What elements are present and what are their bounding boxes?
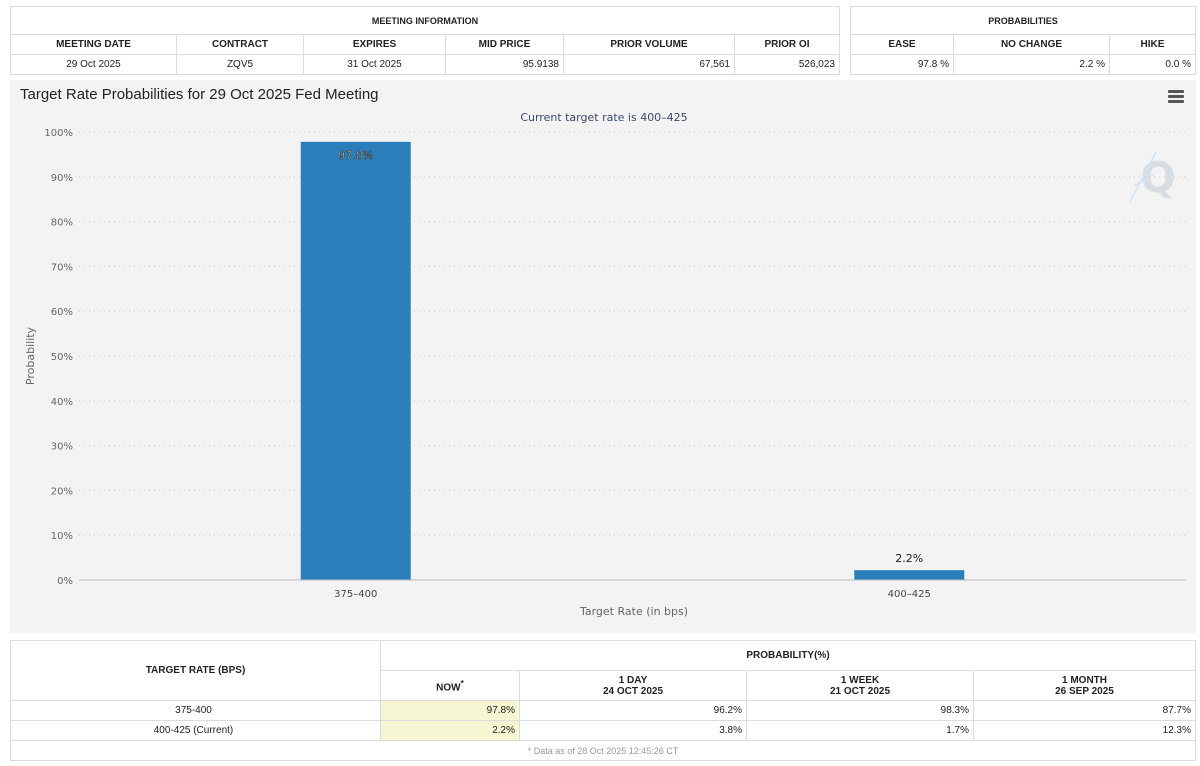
probabilities-title: PROBABILITIES — [850, 6, 1196, 35]
y-tick-label: 40% — [51, 397, 73, 408]
one-week-cell: 1.7% — [746, 720, 974, 741]
y-tick-label: 20% — [51, 486, 73, 497]
chart-panel: Target Rate Probabilities for 29 Oct 202… — [10, 80, 1196, 633]
col-ease: EASE — [850, 34, 954, 55]
expires-value: 31 Oct 2025 — [303, 54, 446, 75]
probabilities-panel: PROBABILITIES EASE NO CHANGE HIKE 97.8 %… — [850, 6, 1196, 75]
meeting-info-title: MEETING INFORMATION — [10, 6, 840, 35]
y-axis-label: Probability — [24, 326, 37, 385]
probability-table: TARGET RATE (BPS) PROBABILITY(%) NOW* 1 … — [10, 640, 1196, 741]
x-tick-label: 375–400 — [334, 589, 377, 600]
col-now-sup: * — [460, 677, 464, 688]
col-prior-volume: PRIOR VOLUME — [563, 34, 735, 55]
target-rate-header: TARGET RATE (BPS) — [10, 640, 381, 701]
meeting-info-panel: MEETING INFORMATION MEETING DATE CONTRAC… — [10, 6, 840, 75]
y-tick-label: 30% — [51, 442, 73, 453]
svg-text:Q: Q — [1140, 153, 1176, 202]
mid-price-value: 95.9138 — [445, 54, 564, 75]
col-now-label: NOW — [436, 682, 461, 694]
meeting-date-value: 29 Oct 2025 — [10, 54, 177, 75]
ease-value: 97.8 % — [850, 54, 954, 75]
bar[interactable] — [300, 141, 411, 580]
col-no-change: NO CHANGE — [953, 34, 1110, 55]
probability-group-header: PROBABILITY(%) — [380, 640, 1196, 671]
contract-value: ZQV5 — [176, 54, 304, 75]
data-timestamp-footnote: * Data as of 28 Oct 2025 12:45:26 CT — [10, 741, 1196, 761]
col-1-day-date: 24 OCT 2025 — [602, 685, 664, 697]
chart-title: Target Rate Probabilities for 29 Oct 202… — [20, 86, 379, 103]
prior-volume-value: 67,561 — [563, 54, 735, 75]
y-tick-label: 100% — [44, 128, 73, 139]
bar-data-label: 97.8% — [338, 149, 373, 162]
x-axis-label: Target Rate (in bps) — [579, 605, 688, 618]
y-tick-label: 90% — [51, 173, 73, 184]
col-1-day: 1 DAY 24 OCT 2025 — [519, 670, 747, 701]
chart-subtitle: Current target rate is 400–425 — [520, 111, 687, 124]
col-1-week: 1 WEEK 21 OCT 2025 — [746, 670, 974, 701]
y-tick-label: 80% — [51, 218, 73, 229]
col-1-month: 1 MONTH 26 SEP 2025 — [973, 670, 1196, 701]
now-cell: 97.8% — [380, 700, 520, 721]
x-tick-label: 400–425 — [888, 589, 931, 600]
col-expires: EXPIRES — [303, 34, 446, 55]
bar-chart: Current target rate is 400–425 Q 0% 10% 20… — [24, 111, 1186, 618]
col-mid-price: MID PRICE — [445, 34, 564, 55]
col-1-month-date: 26 SEP 2025 — [1055, 685, 1114, 697]
now-cell: 2.2% — [380, 720, 520, 741]
table-row: 400-425 (Current) 2.2% 3.8% 1.7% 12.3% — [10, 720, 1196, 741]
meeting-info-table: MEETING INFORMATION MEETING DATE CONTRAC… — [10, 6, 840, 75]
col-hike: HIKE — [1109, 34, 1196, 55]
table-row: 375-400 97.8% 96.2% 98.3% 87.7% — [10, 700, 1196, 721]
y-tick-label: 0% — [57, 576, 73, 587]
rate-cell: 400-425 (Current) — [10, 720, 381, 741]
one-month-cell: 12.3% — [973, 720, 1196, 741]
y-tick-label: 70% — [51, 262, 73, 273]
col-1-week-label: 1 WEEK — [840, 674, 880, 686]
watermark-logo: Q — [1129, 151, 1176, 203]
col-1-day-label: 1 DAY — [618, 674, 648, 686]
prior-oi-value: 526,023 — [734, 54, 840, 75]
probability-table-panel: TARGET RATE (BPS) PROBABILITY(%) NOW* 1 … — [10, 640, 1196, 761]
y-tick-label: 60% — [51, 307, 73, 318]
one-month-cell: 87.7% — [973, 700, 1196, 721]
col-now: NOW* — [380, 670, 520, 701]
col-1-week-date: 21 OCT 2025 — [829, 685, 891, 697]
rate-cell: 375-400 — [10, 700, 381, 721]
bar[interactable] — [854, 570, 965, 580]
probabilities-table: PROBABILITIES EASE NO CHANGE HIKE 97.8 %… — [850, 6, 1196, 75]
col-contract: CONTRACT — [176, 34, 304, 55]
y-tick-label: 10% — [51, 531, 73, 542]
bar-data-label: 2.2% — [895, 552, 923, 565]
one-week-cell: 98.3% — [746, 700, 974, 721]
hike-value: 0.0 % — [1109, 54, 1196, 75]
no-change-value: 2.2 % — [953, 54, 1110, 75]
one-day-cell: 96.2% — [519, 700, 747, 721]
y-tick-label: 50% — [51, 352, 73, 363]
col-1-month-label: 1 MONTH — [1062, 674, 1107, 686]
hamburger-menu-icon[interactable] — [1168, 90, 1184, 103]
one-day-cell: 3.8% — [519, 720, 747, 741]
col-prior-oi: PRIOR OI — [734, 34, 840, 55]
col-meeting-date: MEETING DATE — [10, 34, 177, 55]
